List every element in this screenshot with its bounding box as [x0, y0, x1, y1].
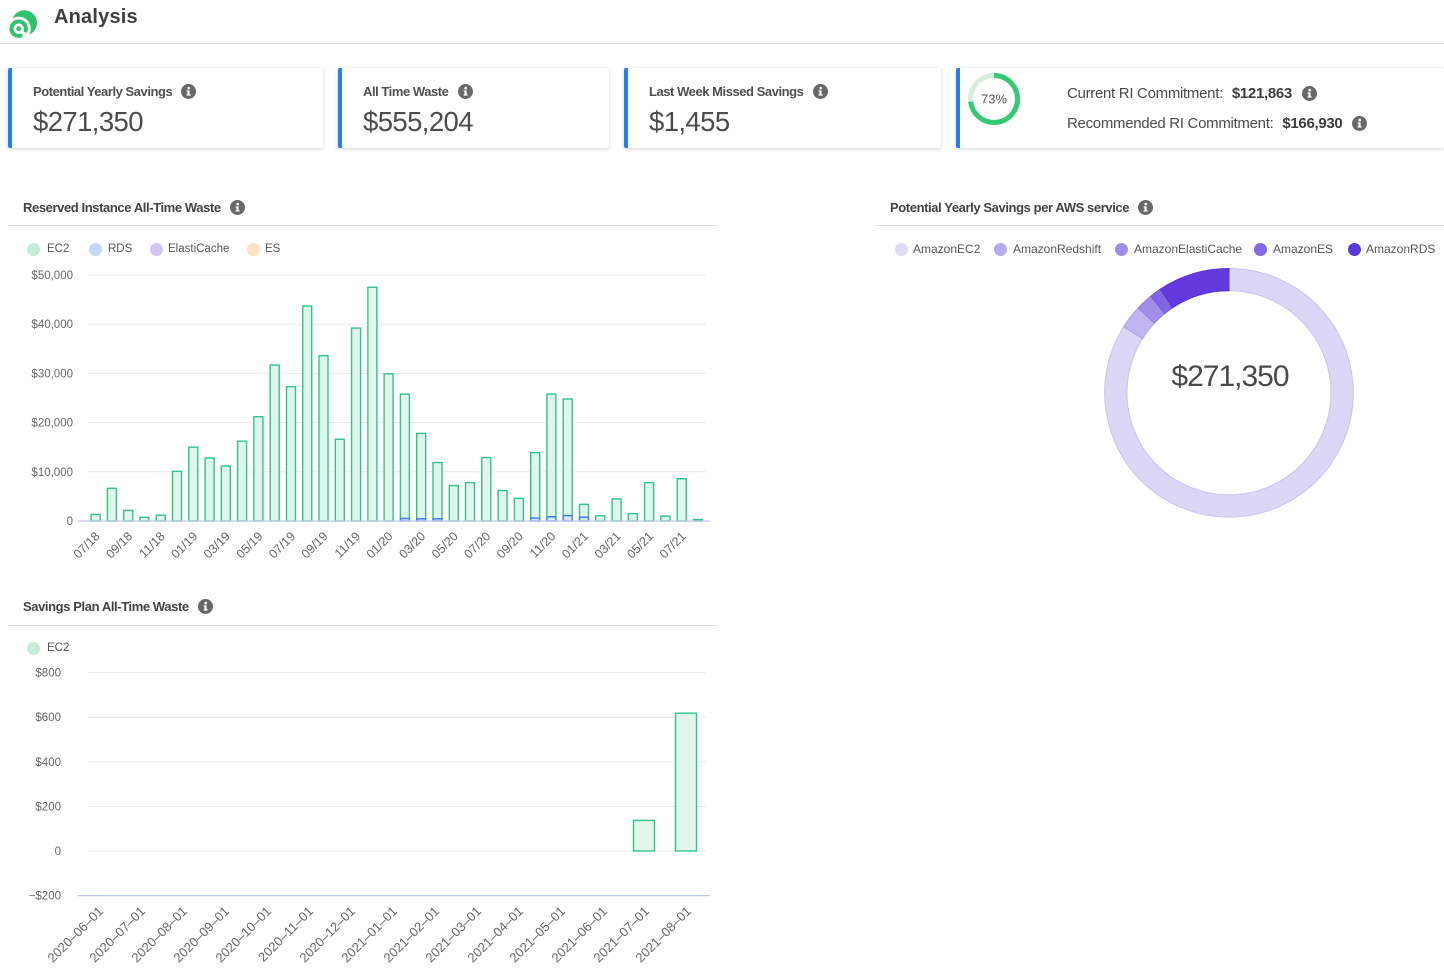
svg-text:$10,000: $10,000 — [31, 467, 73, 479]
svg-text:$271,350: $271,350 — [1171, 360, 1288, 393]
svg-text:$800: $800 — [35, 668, 61, 680]
svg-text:−$200: −$200 — [29, 891, 61, 903]
svg-text:$200: $200 — [35, 801, 61, 813]
svg-text:$50,000: $50,000 — [31, 270, 73, 282]
svg-text:73%: 73% — [981, 92, 1007, 107]
svg-text:$600: $600 — [35, 712, 61, 724]
svg-text:$30,000: $30,000 — [31, 368, 73, 380]
svg-text:0: 0 — [67, 516, 73, 528]
svg-text:$20,000: $20,000 — [31, 418, 73, 430]
svg-text:$40,000: $40,000 — [31, 319, 73, 331]
svg-text:$400: $400 — [35, 757, 61, 769]
svg-text:0: 0 — [55, 846, 61, 858]
